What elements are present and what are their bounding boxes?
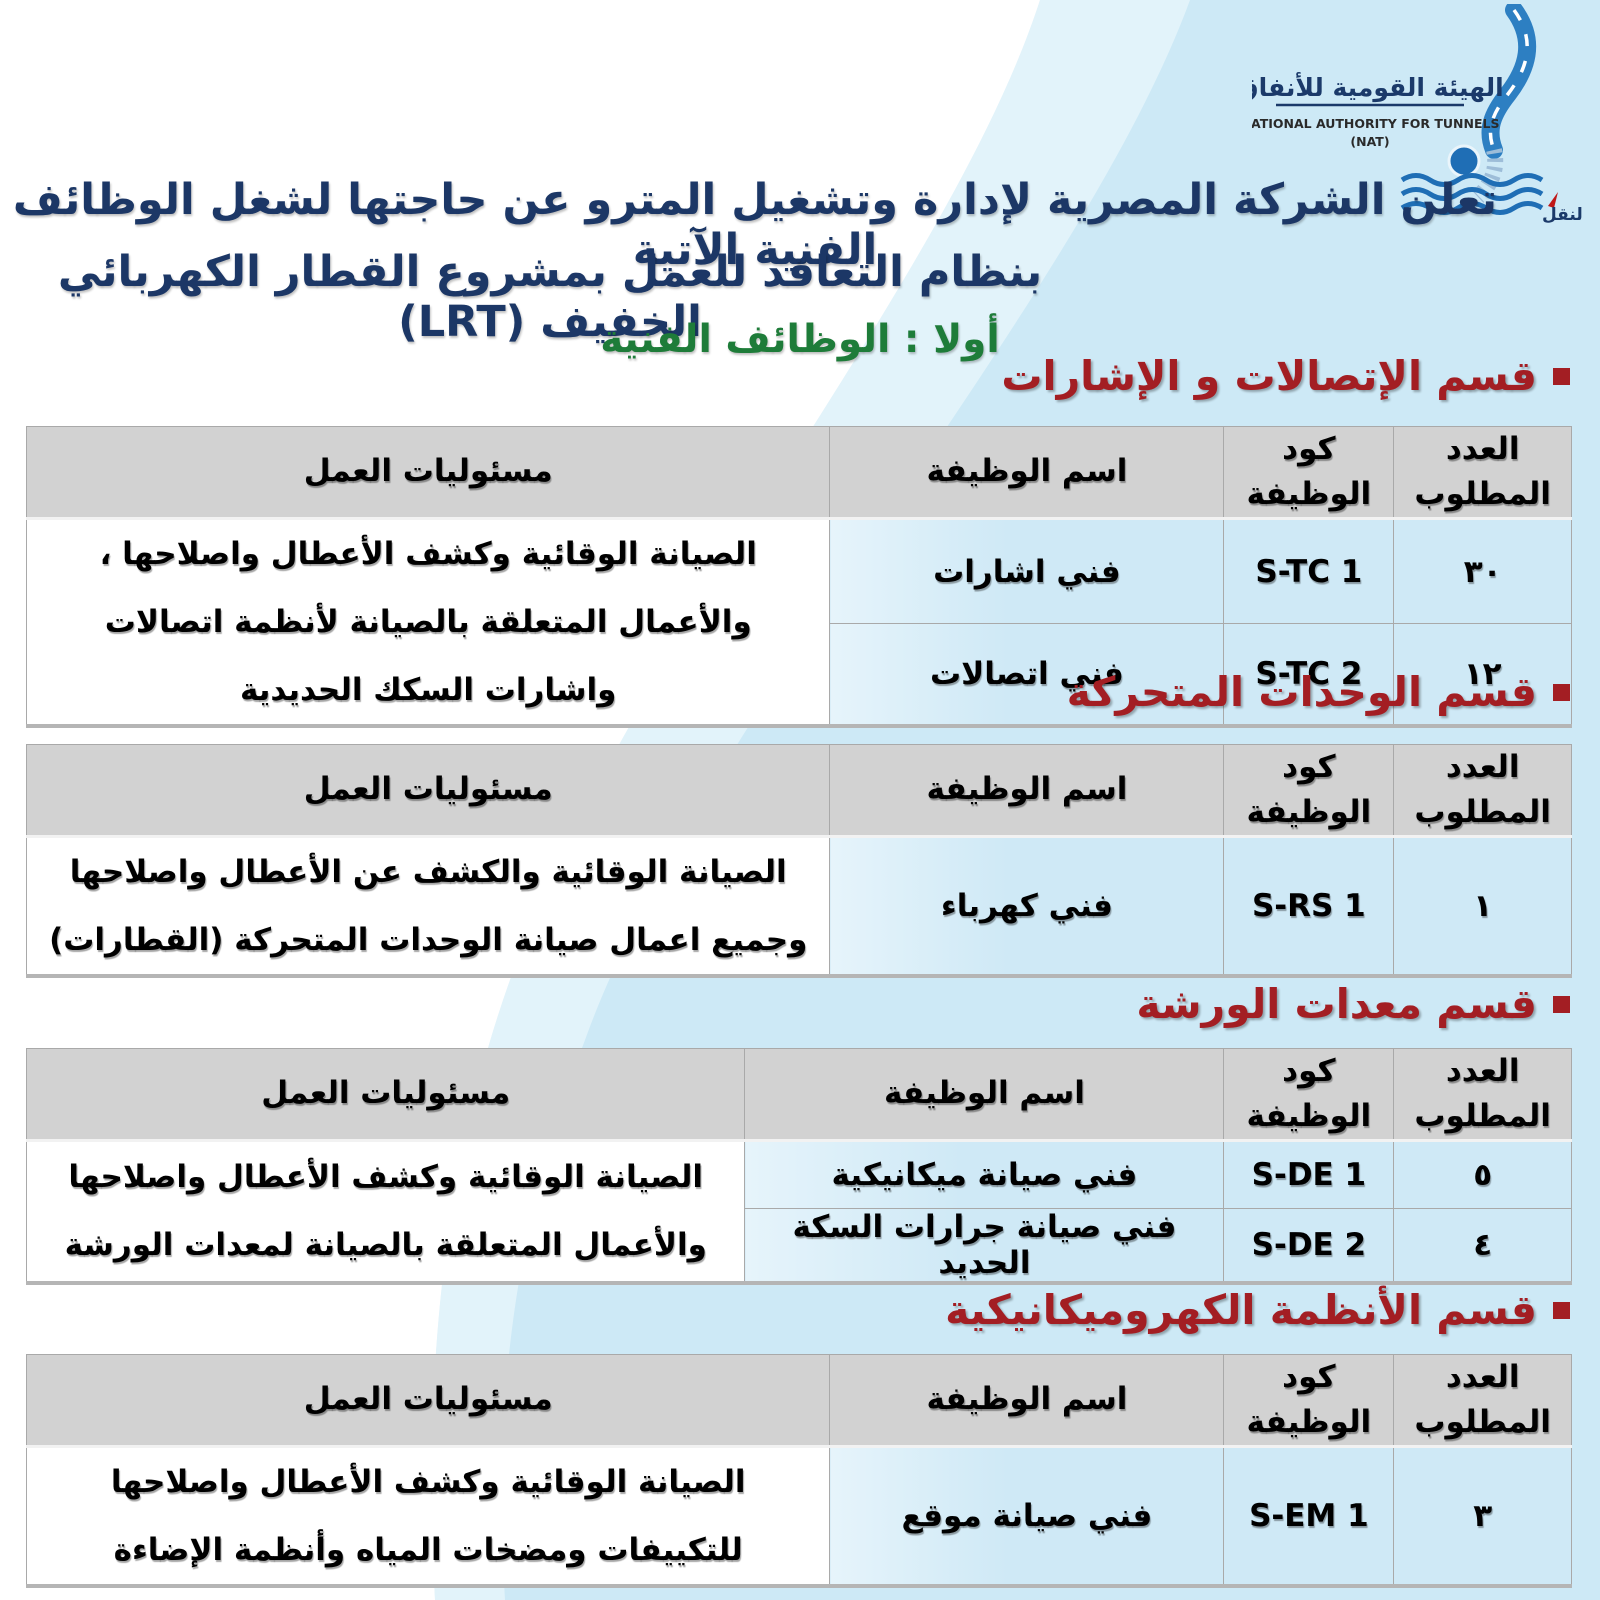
col-header-name: اسم الوظيفة [829,426,1225,520]
bullet-icon [1553,367,1570,385]
required-count: ١ [1393,835,1572,977]
table-row: ١٢ S-TC 2 فني اتصالات [27,623,1572,727]
ministry-accent-icon [1548,192,1558,208]
main-title-line1: تعلن الشركة المصرية لإدارة وتشغيل المترو… [12,175,1498,275]
col-header-responsibilities: مسئوليات العمل [25,744,831,838]
ministry-name: وزارة النقل [1542,205,1582,224]
bullet-icon [1553,1301,1570,1319]
table-header-row: العدد المطلوب كود الوظيفة اسم الوظيفة مس… [25,1354,1572,1448]
section-heading-label: قسم معدات الورشة [1136,980,1537,1028]
road-dashes-icon [1488,8,1529,151]
col-header-count: العدد المطلوب [1393,744,1572,838]
job-code: S-TC 2 [1223,623,1395,727]
col-header-code: كود الوظيفة [1223,426,1395,520]
job-name: فني اتصالات [829,623,1225,727]
col-header-code: كود الوظيفة [1223,744,1395,838]
required-count: ٣٠ [1393,517,1572,625]
job-code: S-RS 1 [1223,835,1395,977]
logo-arabic-name: الهيئة القومية للأنفاق [1252,72,1504,103]
job-code: S-TC 1 [1223,517,1395,625]
section-heading-label: قسم الوحدات المتحركة [1066,668,1537,716]
section-heading-rolling-stock: قسم الوحدات المتحركة [1067,668,1570,716]
col-header-count: العدد المطلوب [1393,1354,1572,1448]
section-heading-label: قسم الأنظمة الكهروميكانيكية [945,1286,1537,1334]
col-header-name: اسم الوظيفة [829,1354,1225,1448]
waves-icon [1400,173,1544,215]
jobs-table-workshop-equipment: العدد المطلوب كود الوظيفة اسم الوظيفة مس… [25,1048,1572,1285]
jobs-table-communications-signals: العدد المطلوب كود الوظيفة اسم الوظيفة مس… [25,426,1572,729]
col-header-count: العدد المطلوب [1393,426,1572,520]
col-header-name: اسم الوظيفة [829,744,1225,838]
job-name: فني اشارات [829,517,1225,625]
job-responsibilities: الصيانة الوقائية وكشف الأعطال واصلاحها ،… [25,517,831,727]
section-heading-label: قسم الإتصالات و الإشارات [1001,352,1537,400]
tunnel-dot-icon [1447,144,1481,178]
col-header-code: كود الوظيفة [1223,1354,1395,1448]
table-row: ٥ S-DE 1 فني صيانة ميكانيكية الصيانة الو… [25,1139,1572,1284]
section-heading-workshop-equipment: قسم معدات الورشة [1136,980,1570,1028]
job-responsibilities: الصيانة الوقائية وكشف الأعطال واصلاحها و… [25,1139,746,1284]
job-responsibilities: الصيانة الوقائية والكشف عن الأعطال واصلا… [25,835,831,977]
table-row: ٣ S-EM 1 فني صيانة موقع الصيانة الوقائية… [25,1445,1572,1587]
logo-english-name: NATIONAL AUTHORITY FOR TUNNELS [1252,116,1499,131]
table-header-row: العدد المطلوب كود الوظيفة اسم الوظيفة مس… [25,426,1572,520]
main-title-line2: بنظام التعاقد للعمل بمشروع القطار الكهرب… [57,247,1043,347]
logo-english-abbr: (NAT) [1350,134,1389,149]
table-row: ٣٠ S-TC 1 فني اشارات الصيانة الوقائية وك… [25,517,1572,727]
section-heading-electromechanical: قسم الأنظمة الكهروميكانيكية [945,1286,1570,1334]
job-code: S-EM 1 [1223,1445,1395,1587]
required-count: ٣ [1393,1445,1572,1587]
bullet-icon [1553,995,1570,1013]
col-header-responsibilities: مسئوليات العمل [25,1354,831,1448]
job-name: فني صيانة موقع [829,1445,1225,1587]
required-count: ٥ [1393,1139,1572,1209]
col-header-code: كود الوظيفة [1223,1048,1395,1142]
required-count: ٤ [1393,1207,1572,1284]
table-header-row: العدد المطلوب كود الوظيفة اسم الوظيفة مس… [25,744,1572,838]
jobs-table-rolling-stock: العدد المطلوب كود الوظيفة اسم الوظيفة مس… [25,744,1572,979]
table-row: ١ S-RS 1 فني كهرباء الصيانة الوقائية وال… [25,835,1572,977]
job-name: فني كهرباء [829,835,1225,977]
job-responsibilities: الصيانة الوقائية وكشف الأعطال واصلاحها ل… [25,1445,831,1587]
jobs-table-electromechanical: العدد المطلوب كود الوظيفة اسم الوظيفة مس… [25,1354,1572,1589]
subtitle-technical-jobs: أولا : الوظائف الفنية [600,317,1000,362]
table-row: ٤ S-DE 2 فني صيانة جرارات السكة الحديد [27,1207,1572,1284]
col-header-count: العدد المطلوب [1393,1048,1572,1142]
col-header-name: اسم الوظيفة [744,1048,1225,1142]
job-code: S-DE 2 [1223,1207,1395,1284]
rail-ties-icon [1472,148,1504,203]
job-code: S-DE 1 [1223,1139,1395,1209]
job-name: فني صيانة ميكانيكية [744,1139,1225,1209]
table-header-row: العدد المطلوب كود الوظيفة اسم الوظيفة مس… [25,1048,1572,1142]
job-name: فني صيانة جرارات السكة الحديد [744,1207,1225,1284]
col-header-responsibilities: مسئوليات العمل [25,426,831,520]
bullet-icon [1553,683,1570,701]
nat-logo: الهيئة القومية للأنفاق NATIONAL AUTHORIT… [1252,4,1582,224]
col-header-responsibilities: مسئوليات العمل [25,1048,746,1142]
section-heading-communications-signals: قسم الإتصالات و الإشارات [1001,352,1570,400]
required-count: ١٢ [1393,623,1572,727]
